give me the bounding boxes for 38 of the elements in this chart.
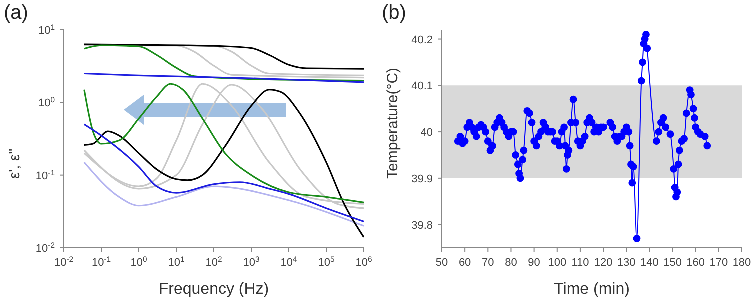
x-tick-label: 90	[528, 257, 540, 269]
x-tick-label: 170	[710, 257, 728, 269]
x-tick-label: 10$^{3}$	[243, 254, 260, 269]
y-tick-label: 39.9	[412, 173, 433, 186]
y-axis-title: ε', ε''	[6, 148, 24, 179]
y-tick-label: 10$^{0}$	[38, 95, 55, 110]
x-tick-label: 10$^{2}$	[206, 254, 222, 269]
y-tick-label: 10$^{-2}$	[36, 240, 55, 255]
y-tick-label: 10$^{-1}$	[36, 168, 55, 182]
x-tick-label: 150	[664, 257, 682, 269]
chart-title: (a)	[4, 2, 28, 25]
x-tick-label: 130	[617, 257, 636, 269]
x-tick-label: 70	[482, 257, 494, 269]
x-tick-label: 10$^{1}$	[168, 254, 185, 269]
y-tick-label: 40.2	[412, 34, 433, 46]
x-tick-label: 180	[732, 257, 752, 269]
x-tick-label: 80	[505, 257, 518, 269]
x-tick-label: 10$^{0}$	[130, 254, 148, 269]
x-tick-label: 100	[548, 257, 567, 269]
x-tick-label: 10$^{-2}$	[54, 254, 74, 269]
x-tick-label: 10$^{4}$	[280, 254, 298, 269]
x-tick-label: 60	[458, 257, 472, 269]
x-axis-title: Frequency (Hz)	[158, 281, 270, 298]
x-tick-label: 10$^{-1}$	[92, 254, 112, 269]
x-tick-label: 10$^{6}$	[356, 254, 372, 269]
chart-title: (b)	[382, 2, 406, 25]
y-tick-label: 10$^{1}$	[38, 22, 55, 37]
y-tick-label: 39.8	[412, 220, 433, 232]
y-tick-label: 40.1	[412, 80, 433, 93]
x-tick-label: 50	[436, 257, 448, 269]
x-tick-label: 10$^{5}$	[318, 254, 335, 269]
x-tick-label: 120	[594, 257, 613, 269]
x-tick-label: 110	[572, 257, 590, 269]
x-tick-label: 160	[686, 257, 706, 269]
y-tick-label: 40	[420, 127, 433, 140]
x-axis-title: Time (min)	[554, 281, 630, 298]
y-axis-title: Temperature(°C)	[384, 68, 402, 179]
x-tick-label: 140	[640, 257, 659, 269]
